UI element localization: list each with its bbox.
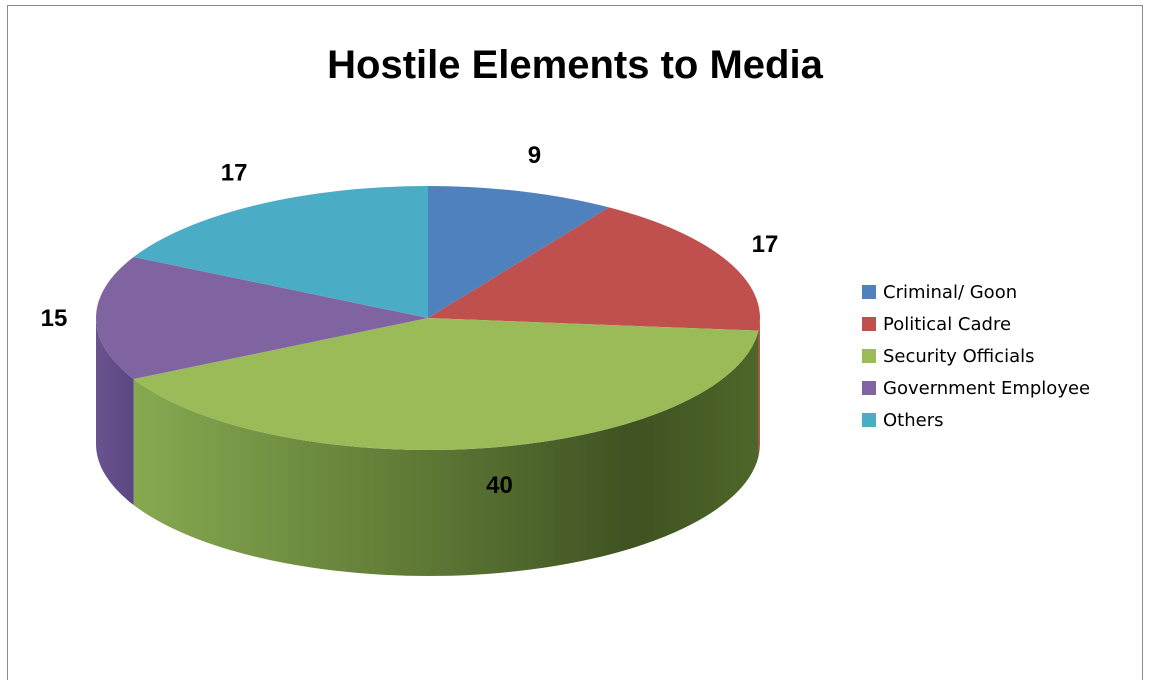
data-label-security-officials: 40 (486, 472, 513, 499)
legend: Criminal/ Goon Political Cadre Security Of… (862, 282, 1090, 431)
data-label-others: 17 (221, 160, 248, 187)
legend-swatch-security-officials (862, 349, 876, 363)
legend-label-government-employee: Government Employee (883, 378, 1090, 399)
data-labels: 9 17 40 15 17 (41, 142, 779, 499)
pie-side-wall (96, 318, 760, 576)
slice-others (133, 186, 428, 318)
legend-swatch-political-cadre (862, 317, 876, 331)
side-political-cadre (758, 318, 760, 457)
slice-security-officials (133, 318, 759, 450)
slice-political-cadre (428, 207, 761, 331)
legend-label-security-officials: Security Officials (883, 346, 1035, 367)
legend-swatch-others (862, 413, 876, 427)
chart-title: Hostile Elements to Media (327, 43, 823, 87)
side-security-officials (133, 330, 759, 576)
pie-slices (95, 186, 761, 450)
legend-label-others: Others (883, 410, 944, 431)
slice-criminal-goon (428, 186, 610, 318)
data-label-government-employee: 15 (41, 305, 68, 332)
legend-label-political-cadre: Political Cadre (883, 314, 1011, 335)
legend-swatch-criminal-goon (862, 285, 876, 299)
legend-swatch-government-employee (862, 381, 876, 395)
data-label-political-cadre: 17 (752, 231, 779, 258)
side-government-employee (96, 318, 134, 506)
slice-government-employee (95, 256, 429, 380)
legend-label-criminal-goon: Criminal/ Goon (883, 282, 1017, 303)
data-label-criminal-goon: 9 (528, 142, 541, 169)
